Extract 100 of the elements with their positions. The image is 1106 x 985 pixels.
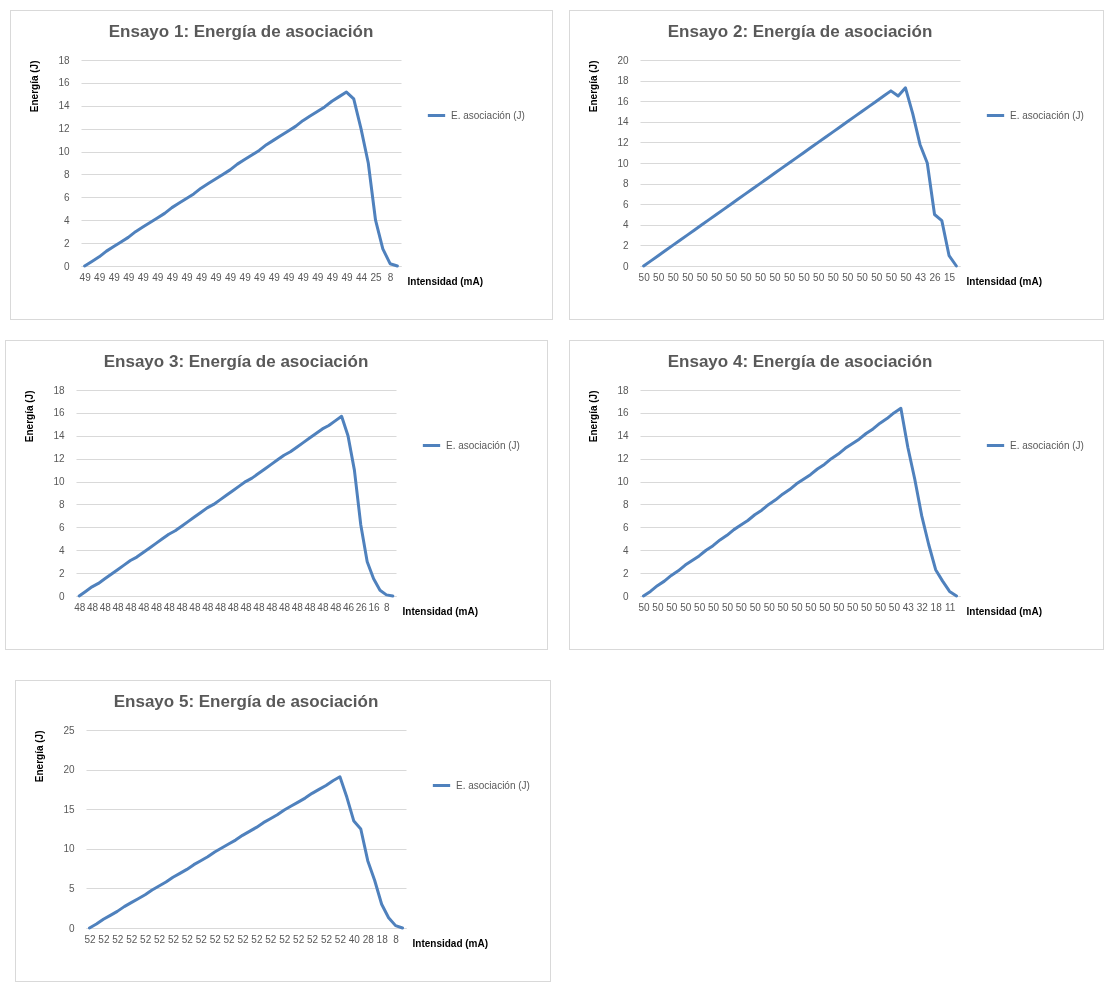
x-tick-label: 48 (150, 601, 163, 613)
x-tick-label: 50 (805, 601, 817, 613)
x-tick-label: 50 (871, 271, 883, 283)
x-tick-label: 49 (195, 271, 208, 283)
y-tick-label: 4 (622, 544, 629, 556)
y-tick-label: 6 (58, 521, 65, 533)
y-tick-label: 16 (58, 77, 70, 89)
x-tick-label: 50 (638, 271, 651, 283)
y-tick-label: 10 (617, 157, 629, 169)
chart-title: Ensayo 3: Energía de asociación (103, 352, 369, 371)
legend-label: E. asociación (J) (456, 779, 530, 791)
y-tick-label: 18 (58, 54, 70, 66)
y-tick-label: 12 (53, 453, 65, 465)
y-tick-label: 8 (63, 168, 70, 180)
x-tick-label: 50 (707, 601, 720, 613)
x-tick-label: 50 (694, 601, 706, 613)
y-tick-label: 10 (617, 476, 629, 488)
x-tick-label: 50 (784, 271, 796, 283)
x-tick-label: 48 (278, 601, 291, 613)
x-tick-label: 52 (153, 933, 166, 945)
x-tick-label: 52 (251, 933, 263, 945)
y-tick-label: 4 (63, 214, 70, 226)
line-series (77, 414, 395, 598)
y-tick-label: 5 (68, 882, 75, 894)
y-tick-label: 18 (617, 384, 629, 396)
y-axis-title: Energía (J) (588, 60, 600, 113)
y-tick-label: 4 (58, 544, 65, 556)
x-tick-label: 52 (112, 933, 124, 945)
x-axis-title: Intensidad (mA) (412, 937, 489, 949)
x-tick-label: 49 (210, 271, 223, 283)
y-tick-label: 10 (58, 146, 70, 158)
y-tick-label: 2 (58, 567, 65, 579)
x-tick-label: 50 (819, 601, 831, 613)
legend-label: E. asociación (J) (446, 439, 520, 451)
x-tick-label: 50 (682, 271, 694, 283)
x-tick-label: 48 (214, 601, 227, 613)
x-tick-label: 50 (847, 601, 859, 613)
x-axis-title: Intensidad (mA) (966, 605, 1043, 617)
x-tick-label: 48 (74, 601, 86, 613)
x-tick-label: 46 (342, 601, 355, 613)
x-axis-title: Intensidad (mA) (407, 275, 484, 287)
x-tick-label: 49 (166, 271, 179, 283)
y-tick-label: 0 (58, 590, 65, 602)
x-tick-label: 52 (167, 933, 180, 945)
x-tick-label: 52 (293, 933, 305, 945)
x-tick-label: 48 (202, 601, 214, 613)
x-tick-label: 50 (833, 601, 845, 613)
x-tick-label: 50 (842, 271, 854, 283)
x-tick-label: 40 (348, 933, 361, 945)
x-tick-label: 52 (84, 933, 96, 945)
y-tick-label: 25 (63, 724, 75, 736)
y-tick-label: 0 (63, 260, 70, 272)
x-tick-label: 48 (189, 601, 201, 613)
y-tick-label: 16 (617, 95, 629, 107)
x-tick-label: 50 (711, 271, 723, 283)
x-tick-label: 50 (667, 271, 680, 283)
y-tick-label: 16 (53, 407, 65, 419)
x-tick-label: 49 (108, 271, 121, 283)
y-tick-label: 8 (58, 498, 65, 510)
y-tick-label: 16 (617, 407, 629, 419)
y-tick-label: 0 (622, 260, 629, 272)
y-axis-title: Energía (J) (34, 730, 46, 783)
x-tick-label: 49 (225, 271, 237, 283)
x-tick-label: 52 (223, 933, 236, 945)
x-tick-label: 8 (393, 933, 400, 945)
x-tick-label: 50 (740, 271, 752, 283)
y-axis-title: Energía (J) (588, 390, 600, 443)
x-tick-label: 8 (384, 601, 391, 613)
x-tick-label: 48 (291, 601, 304, 613)
x-tick-label: 50 (666, 601, 678, 613)
legend-label: E. asociación (J) (1010, 109, 1084, 121)
y-tick-label: 4 (622, 219, 629, 231)
line-series (641, 406, 959, 598)
chart-title: Ensayo 4: Energía de asociación (667, 352, 933, 371)
x-tick-label: 50 (888, 601, 901, 613)
x-tick-label: 49 (152, 271, 164, 283)
x-tick-label: 50 (721, 601, 734, 613)
x-tick-label: 18 (930, 601, 943, 613)
x-tick-label: 50 (885, 271, 898, 283)
y-tick-label: 8 (622, 498, 629, 510)
x-tick-label: 49 (239, 271, 252, 283)
x-tick-label: 48 (99, 601, 112, 613)
x-tick-label: 32 (916, 601, 929, 613)
y-tick-label: 2 (622, 239, 629, 251)
x-tick-label: 50 (777, 601, 790, 613)
x-tick-label: 48 (125, 601, 137, 613)
y-tick-label: 6 (622, 198, 629, 210)
chart-title: Ensayo 2: Energía de asociación (667, 22, 933, 41)
y-tick-label: 0 (68, 922, 75, 934)
x-tick-label: 50 (874, 601, 887, 613)
y-tick-label: 20 (63, 764, 75, 776)
x-tick-label: 48 (138, 601, 150, 613)
x-axis-title: Intensidad (mA) (402, 605, 479, 617)
y-tick-label: 14 (58, 100, 70, 112)
x-tick-label: 48 (176, 601, 189, 613)
x-tick-label: 50 (696, 271, 709, 283)
y-tick-label: 14 (617, 116, 629, 128)
x-tick-label: 49 (94, 271, 106, 283)
x-tick-label: 50 (900, 271, 912, 283)
x-tick-label: 52 (279, 933, 291, 945)
